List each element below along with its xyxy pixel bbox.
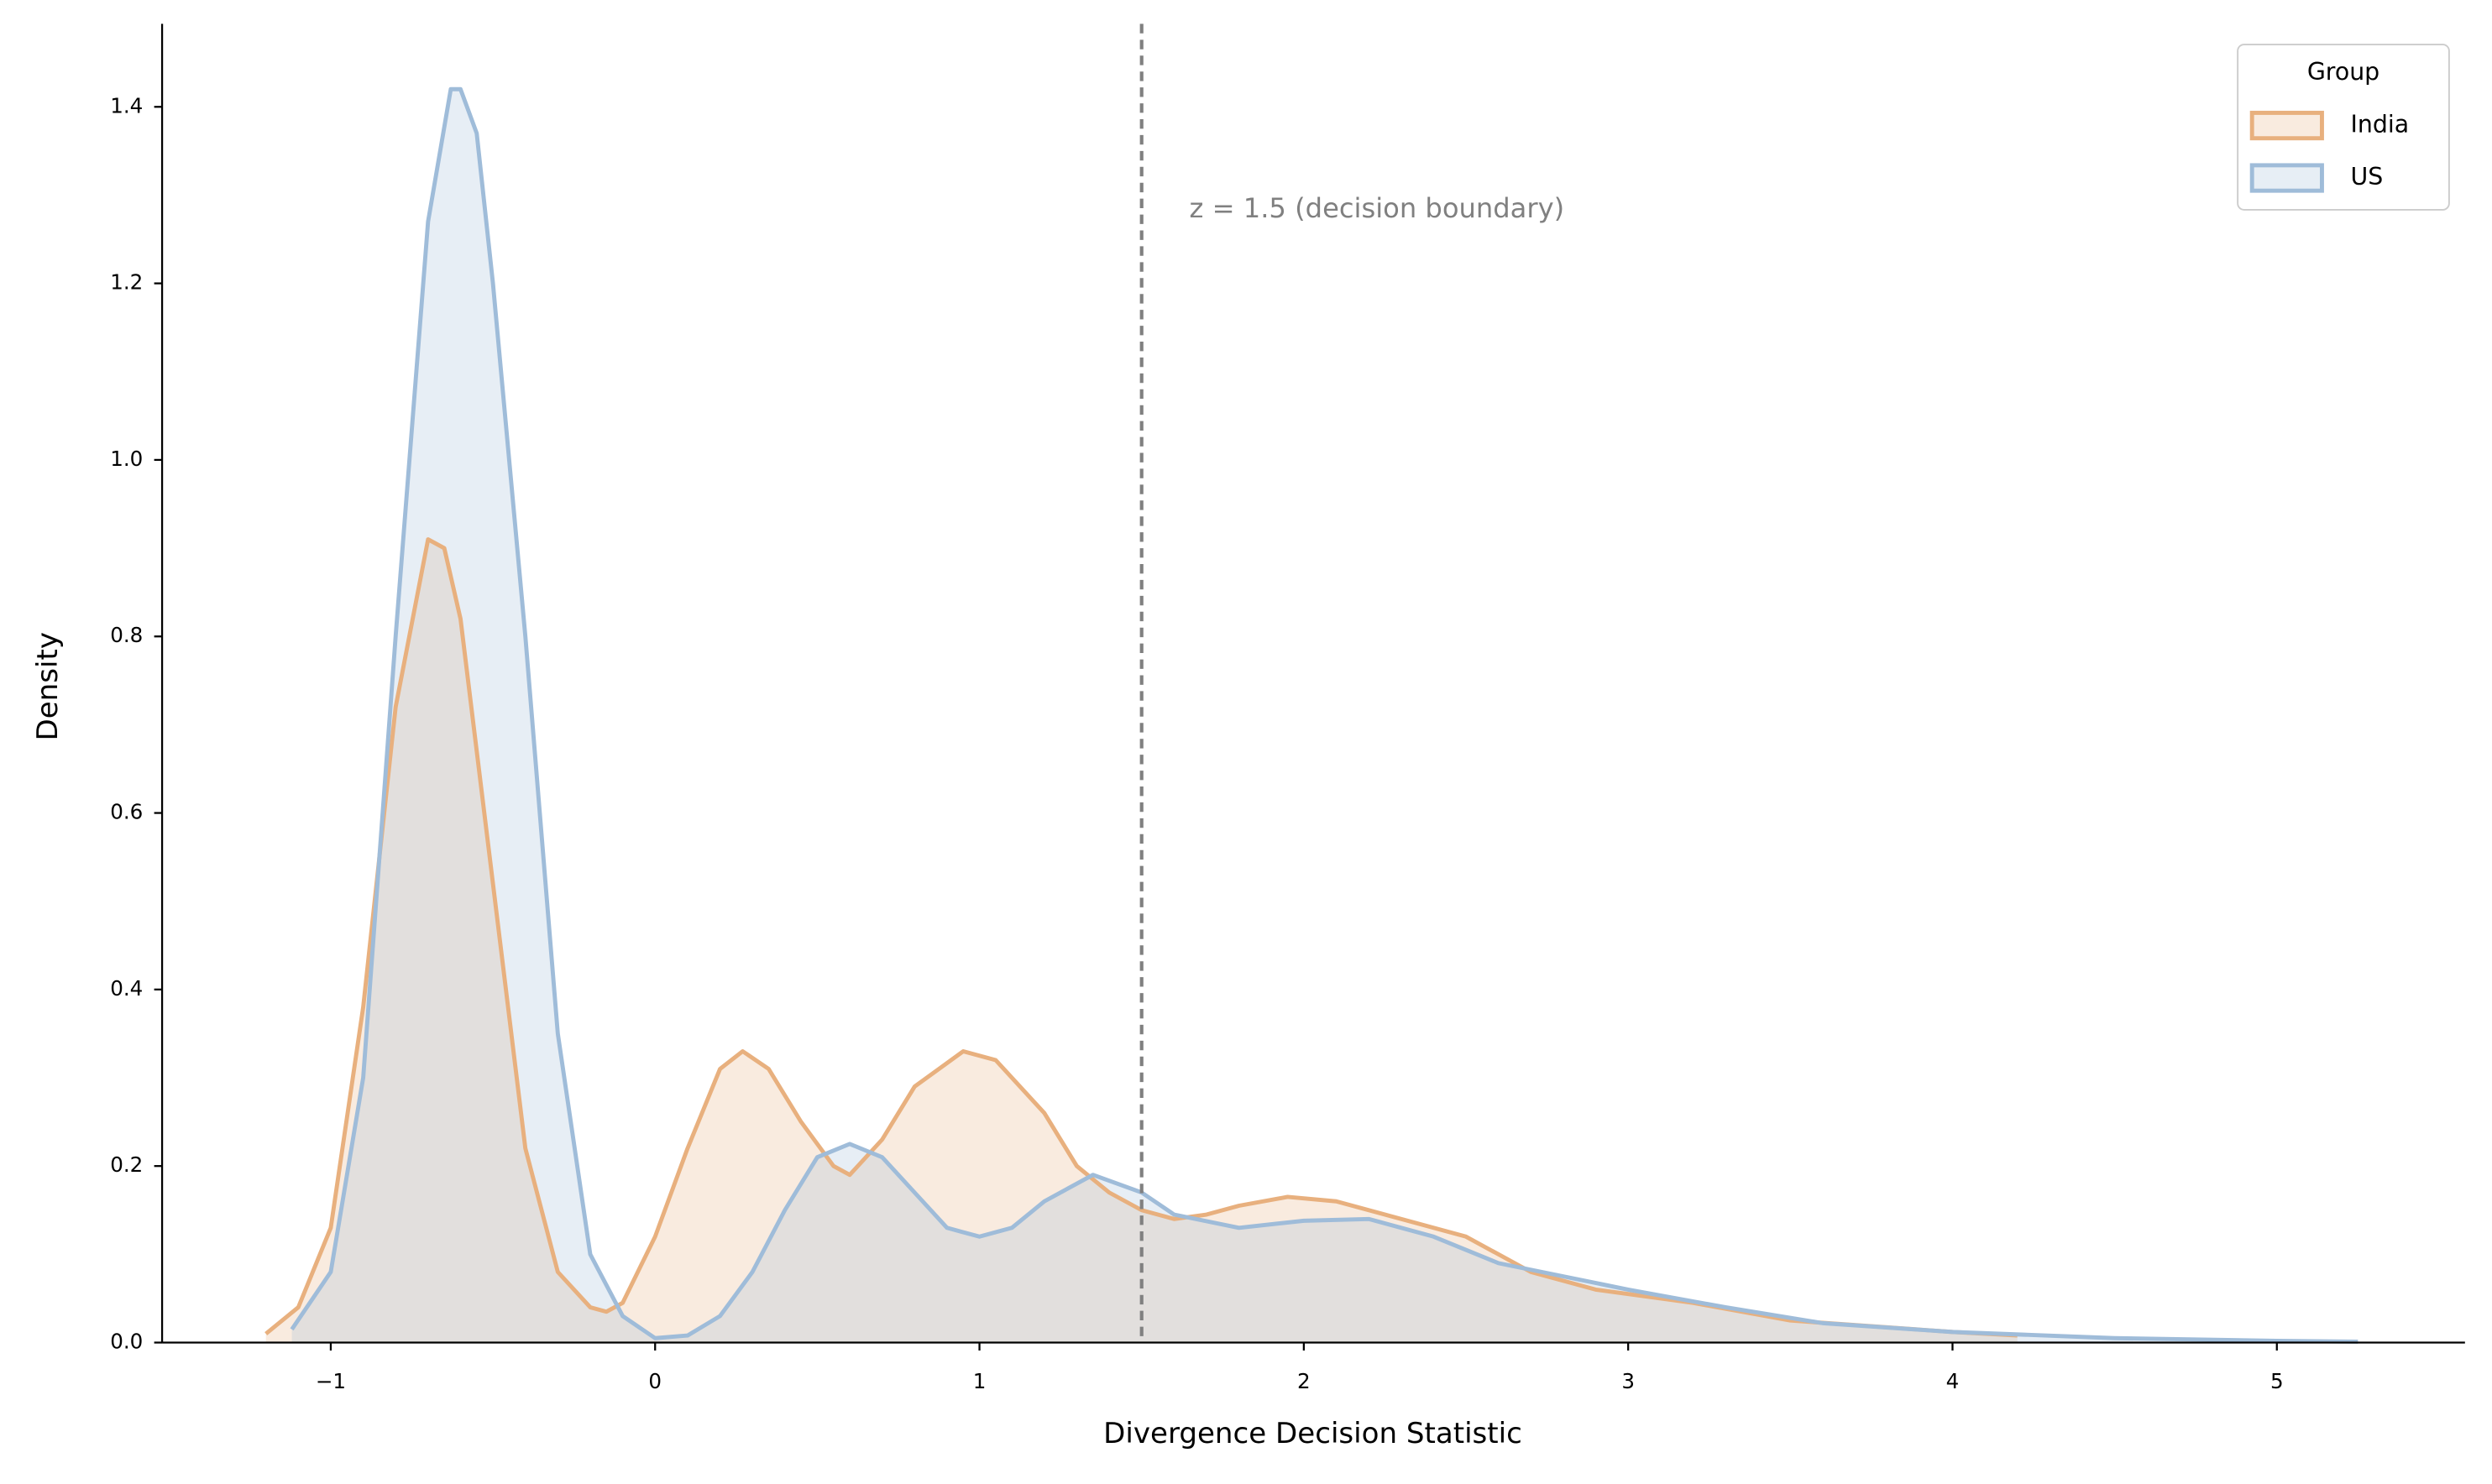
x-tick-label: 0 (648, 1369, 662, 1393)
y-axis-label: Density (31, 632, 65, 741)
density-area (291, 89, 2358, 1343)
y-tick-label: 0.8 (110, 623, 143, 647)
x-tick-label: 1 (973, 1369, 987, 1393)
legend-frame (2237, 44, 2450, 211)
legend-title: Group (2307, 58, 2379, 86)
x-tick-label: 4 (1946, 1369, 1960, 1393)
y-tick-label: 0.4 (110, 976, 143, 1001)
y-tick-label: 1.4 (110, 93, 143, 118)
y-tick-label: 0.0 (110, 1330, 143, 1354)
x-tick-label: 3 (1621, 1369, 1635, 1393)
x-axis-label: Divergence Decision Statistic (1103, 1417, 1522, 1450)
y-tick-label: 0.2 (110, 1152, 143, 1177)
y-tick-label: 1.0 (110, 447, 143, 471)
density-area (265, 539, 2018, 1343)
x-tick-label: 2 (1297, 1369, 1311, 1393)
density-line (290, 86, 2358, 1344)
legend-swatch (2249, 110, 2324, 141)
x-tick-label: 5 (2270, 1369, 2284, 1393)
legend: Group India US (2237, 44, 2450, 211)
y-tick-label: 0.6 (110, 800, 143, 824)
density-line (264, 537, 2018, 1338)
legend-swatch (2249, 163, 2324, 193)
y-tick-label: 1.2 (110, 270, 143, 295)
legend-label: India (2351, 111, 2410, 138)
x-tick-label: −1 (316, 1369, 346, 1393)
legend-label: US (2351, 163, 2384, 191)
annotation: z = 1.5 (decision boundary) (1189, 192, 1564, 224)
